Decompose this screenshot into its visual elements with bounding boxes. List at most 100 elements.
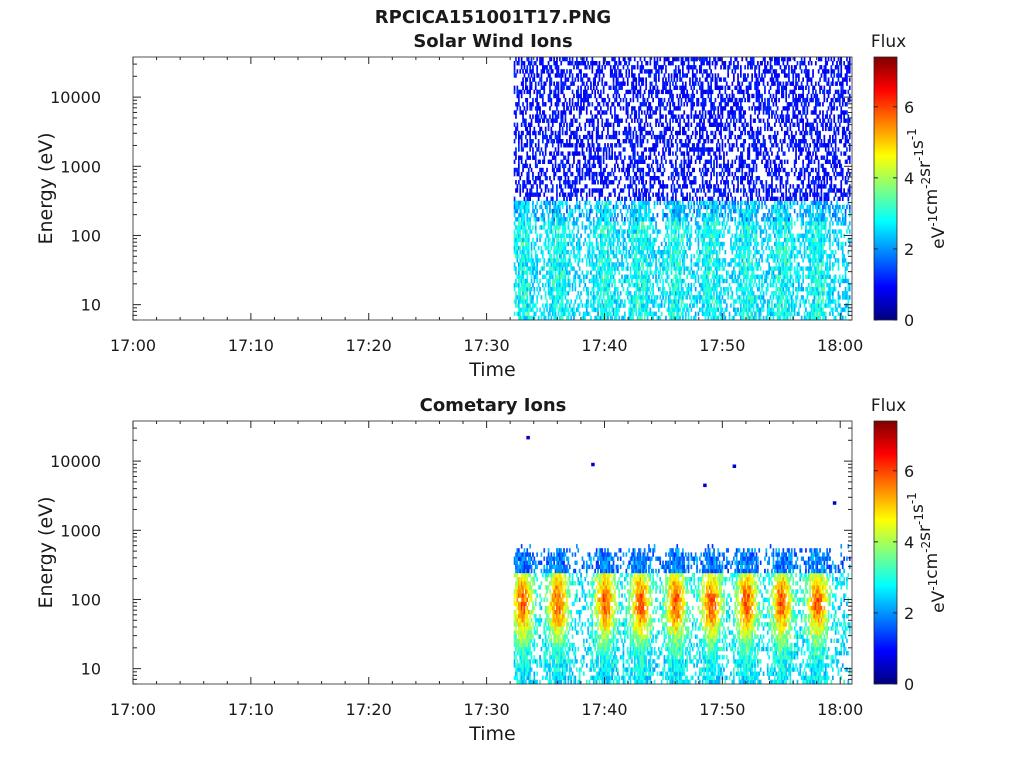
heat-cell	[694, 315, 697, 321]
heat-cell	[683, 110, 686, 115]
heat-cell	[628, 61, 630, 66]
heat-cell	[515, 151, 517, 156]
heat-cell	[602, 155, 605, 160]
heat-cell	[633, 151, 636, 156]
heat-cell	[642, 299, 645, 304]
heat-cell	[595, 176, 598, 181]
heat-cell	[617, 311, 619, 316]
heat-cell	[708, 151, 711, 156]
heat-cell	[564, 56, 567, 62]
heat-cell	[618, 93, 621, 99]
heat-cell	[690, 85, 693, 90]
heat-cell	[607, 184, 609, 189]
heat-cell	[598, 262, 601, 267]
heat-cell	[656, 139, 659, 144]
heat-cell	[551, 122, 554, 127]
heat-cell	[519, 229, 522, 234]
heat-cell	[672, 278, 674, 284]
heat-cell	[574, 143, 577, 148]
heat-cell	[556, 73, 558, 78]
heat-cell	[622, 233, 625, 238]
heat-cell	[580, 102, 582, 107]
heat-cell	[628, 122, 630, 127]
heat-cell	[658, 151, 660, 156]
heat-cell	[662, 282, 664, 288]
heat-cell	[590, 270, 592, 275]
heat-cell	[556, 274, 558, 279]
heat-cell	[561, 118, 564, 123]
heat-cell	[527, 233, 530, 238]
heat-cell	[602, 85, 605, 90]
heat-cell	[584, 184, 587, 189]
heat-cell	[663, 134, 666, 140]
heat-cell	[694, 287, 697, 292]
heat-cell	[646, 307, 649, 312]
heat-cell	[553, 81, 555, 86]
heat-cell	[699, 254, 701, 259]
heat-cell	[679, 221, 681, 226]
heat-cell	[549, 85, 551, 90]
heat-cell	[559, 225, 561, 230]
heat-cell	[655, 258, 657, 263]
heat-cell	[682, 311, 684, 316]
heat-cell	[718, 114, 721, 119]
heat-cell	[597, 126, 599, 132]
heat-cell	[604, 233, 606, 238]
heat-cell	[633, 196, 636, 201]
heat-cell	[556, 254, 558, 259]
heat-cell	[645, 147, 647, 152]
heat-cell	[574, 61, 577, 66]
heat-cell	[574, 192, 577, 197]
heat-cell	[645, 217, 647, 222]
heat-cell	[602, 184, 605, 189]
heat-cell	[720, 56, 722, 62]
heat-cell	[693, 118, 695, 123]
heat-cell	[546, 278, 548, 284]
heat-cell	[566, 303, 568, 308]
heat-cell	[601, 69, 604, 74]
heat-cell	[584, 65, 587, 70]
heat-cell	[621, 282, 623, 288]
heat-cell	[518, 61, 520, 66]
heat-cell	[646, 188, 649, 193]
heat-cell	[571, 73, 574, 78]
heat-cell	[699, 229, 701, 234]
heat-cell	[604, 180, 606, 185]
heat-cell	[717, 106, 720, 111]
heat-cell	[693, 274, 695, 279]
heat-cell	[625, 204, 628, 210]
heat-cell	[670, 266, 673, 271]
heat-cell	[635, 204, 638, 210]
heat-cell	[669, 245, 671, 251]
heat-cell	[626, 65, 629, 70]
heat-cell	[559, 180, 561, 185]
heat-cell	[720, 118, 722, 123]
heat-cell	[672, 192, 674, 197]
heat-cell	[629, 163, 632, 169]
heat-cell	[604, 270, 606, 275]
heat-cell	[576, 221, 578, 226]
heat-cell	[673, 167, 676, 173]
heat-cell	[537, 139, 540, 144]
heat-cell	[694, 274, 697, 279]
heat-cell	[646, 258, 649, 263]
heat-cell	[656, 159, 659, 164]
heat-cell	[686, 196, 688, 201]
heat-cell	[551, 69, 554, 74]
heat-cell	[571, 213, 574, 218]
heat-cell	[687, 176, 690, 181]
heat-cell	[718, 266, 721, 271]
heat-cell	[609, 85, 612, 90]
heat-cell	[699, 299, 701, 304]
heat-cell	[650, 69, 653, 74]
heat-cell	[601, 192, 604, 197]
heat-cell	[515, 180, 517, 185]
heat-cell	[520, 134, 523, 140]
heat-cell	[578, 311, 581, 316]
heat-cell	[649, 237, 652, 243]
heat-cell	[617, 299, 619, 304]
heat-cell	[551, 274, 554, 279]
heat-cell	[609, 291, 612, 296]
heat-cell	[564, 81, 567, 86]
heat-cell	[530, 229, 533, 234]
